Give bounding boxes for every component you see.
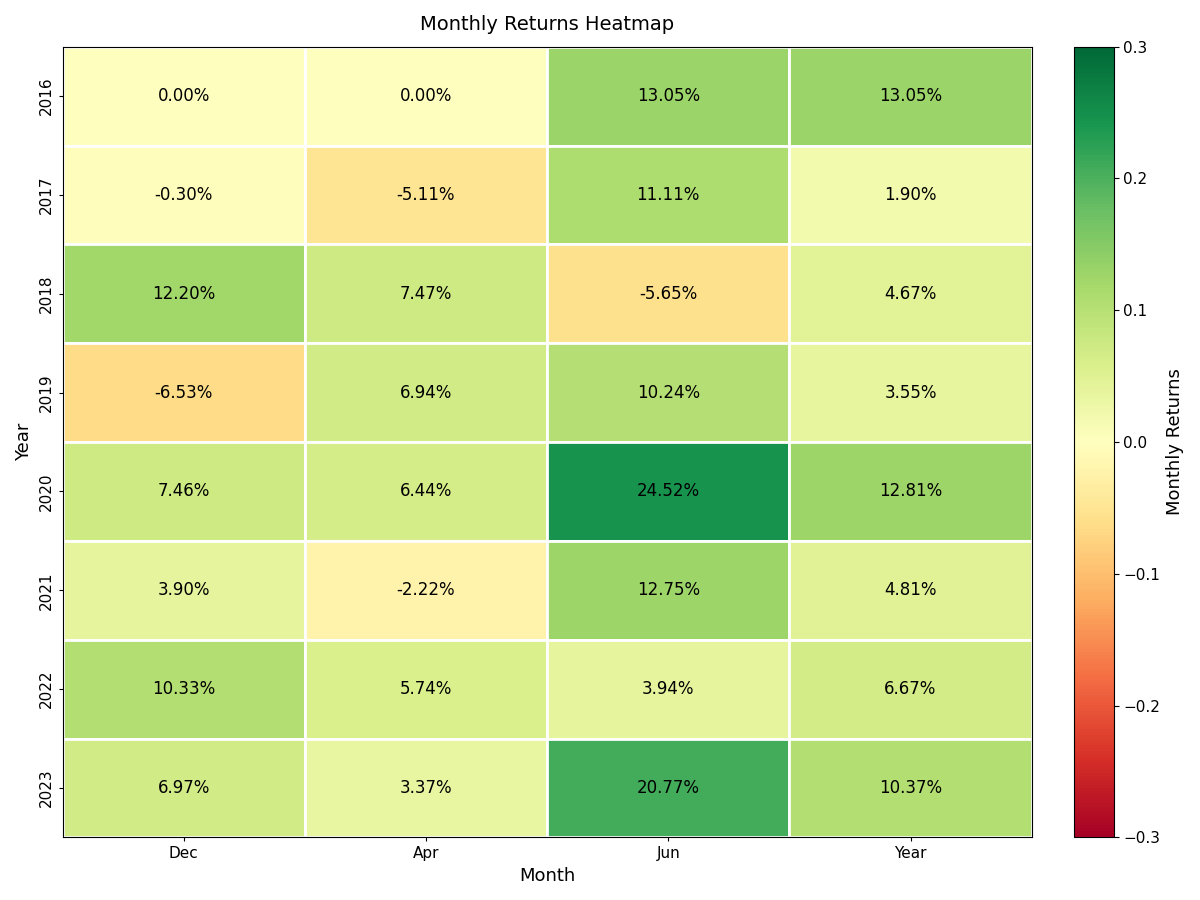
Text: 7.47%: 7.47% bbox=[400, 284, 452, 302]
Text: 1.90%: 1.90% bbox=[884, 186, 937, 204]
Text: 10.24%: 10.24% bbox=[637, 383, 700, 401]
Y-axis label: Monthly Returns: Monthly Returns bbox=[1166, 369, 1184, 516]
Bar bbox=[547, 146, 790, 245]
Bar bbox=[790, 343, 1032, 442]
Title: Monthly Returns Heatmap: Monthly Returns Heatmap bbox=[420, 15, 674, 34]
Text: 5.74%: 5.74% bbox=[400, 680, 452, 698]
Y-axis label: Year: Year bbox=[14, 423, 34, 461]
Bar bbox=[62, 245, 305, 343]
Text: 0.00%: 0.00% bbox=[157, 87, 210, 105]
Text: -5.65%: -5.65% bbox=[640, 284, 697, 302]
Bar bbox=[790, 245, 1032, 343]
Bar bbox=[790, 541, 1032, 640]
Text: 7.46%: 7.46% bbox=[157, 482, 210, 500]
Text: 12.81%: 12.81% bbox=[878, 482, 942, 500]
Bar bbox=[62, 146, 305, 245]
Text: 6.94%: 6.94% bbox=[400, 383, 452, 401]
Text: 3.37%: 3.37% bbox=[400, 779, 452, 797]
Text: 24.52%: 24.52% bbox=[637, 482, 700, 500]
Bar bbox=[547, 739, 790, 837]
Text: 4.81%: 4.81% bbox=[884, 581, 937, 599]
Bar bbox=[547, 245, 790, 343]
Bar bbox=[305, 541, 547, 640]
Text: 6.97%: 6.97% bbox=[157, 779, 210, 797]
Text: -5.11%: -5.11% bbox=[397, 186, 455, 204]
Bar bbox=[790, 442, 1032, 541]
Bar bbox=[62, 442, 305, 541]
Bar bbox=[305, 245, 547, 343]
Bar bbox=[305, 442, 547, 541]
Bar bbox=[790, 640, 1032, 739]
Bar bbox=[305, 146, 547, 245]
Bar bbox=[790, 739, 1032, 837]
Bar bbox=[547, 343, 790, 442]
Bar bbox=[62, 343, 305, 442]
Bar bbox=[305, 640, 547, 739]
Text: 13.05%: 13.05% bbox=[637, 87, 700, 105]
Text: 3.94%: 3.94% bbox=[642, 680, 695, 698]
Bar bbox=[305, 739, 547, 837]
Text: 0.00%: 0.00% bbox=[400, 87, 452, 105]
Bar bbox=[62, 640, 305, 739]
Bar bbox=[305, 343, 547, 442]
Text: 3.90%: 3.90% bbox=[157, 581, 210, 599]
Bar bbox=[790, 47, 1032, 146]
Bar bbox=[62, 47, 305, 146]
Text: 10.33%: 10.33% bbox=[152, 680, 215, 698]
Text: 20.77%: 20.77% bbox=[637, 779, 700, 797]
Text: -6.53%: -6.53% bbox=[155, 383, 212, 401]
Bar bbox=[305, 47, 547, 146]
Text: 12.75%: 12.75% bbox=[637, 581, 700, 599]
Bar bbox=[547, 47, 790, 146]
Text: 3.55%: 3.55% bbox=[884, 383, 937, 401]
Bar bbox=[62, 739, 305, 837]
Bar bbox=[547, 442, 790, 541]
Text: 12.20%: 12.20% bbox=[152, 284, 215, 302]
X-axis label: Month: Month bbox=[520, 867, 575, 885]
Text: 6.67%: 6.67% bbox=[884, 680, 937, 698]
Text: 11.11%: 11.11% bbox=[636, 186, 700, 204]
Text: 6.44%: 6.44% bbox=[400, 482, 452, 500]
Text: 10.37%: 10.37% bbox=[878, 779, 942, 797]
Bar bbox=[62, 541, 305, 640]
Text: -0.30%: -0.30% bbox=[155, 186, 212, 204]
Text: -2.22%: -2.22% bbox=[397, 581, 455, 599]
Bar bbox=[790, 146, 1032, 245]
Bar bbox=[547, 640, 790, 739]
Text: 4.67%: 4.67% bbox=[884, 284, 937, 302]
Bar bbox=[547, 541, 790, 640]
Text: 13.05%: 13.05% bbox=[878, 87, 942, 105]
